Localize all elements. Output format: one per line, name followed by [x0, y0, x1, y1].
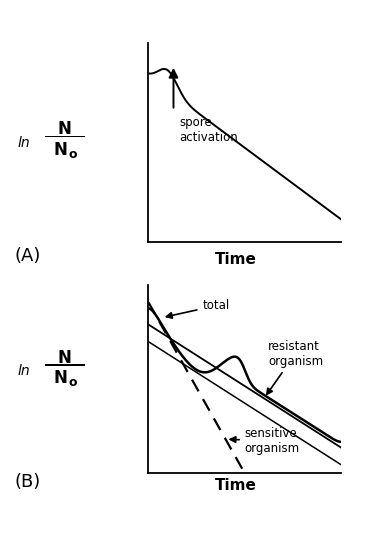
Text: o: o — [69, 376, 77, 389]
Text: Time: Time — [215, 252, 256, 267]
Text: Time: Time — [215, 478, 256, 493]
Text: (A): (A) — [15, 246, 41, 265]
Text: N: N — [58, 120, 72, 138]
Text: spore
activation: spore activation — [179, 116, 238, 144]
Text: o: o — [69, 148, 77, 161]
Text: N: N — [53, 369, 68, 387]
Text: N: N — [58, 349, 72, 367]
Text: (B): (B) — [15, 472, 41, 491]
Text: resistant
organism: resistant organism — [267, 339, 323, 394]
Text: ln: ln — [18, 136, 30, 150]
Text: sensitive
organism: sensitive organism — [230, 427, 300, 455]
Text: total: total — [167, 299, 230, 318]
Text: ln: ln — [18, 364, 30, 378]
Text: N: N — [53, 140, 68, 159]
